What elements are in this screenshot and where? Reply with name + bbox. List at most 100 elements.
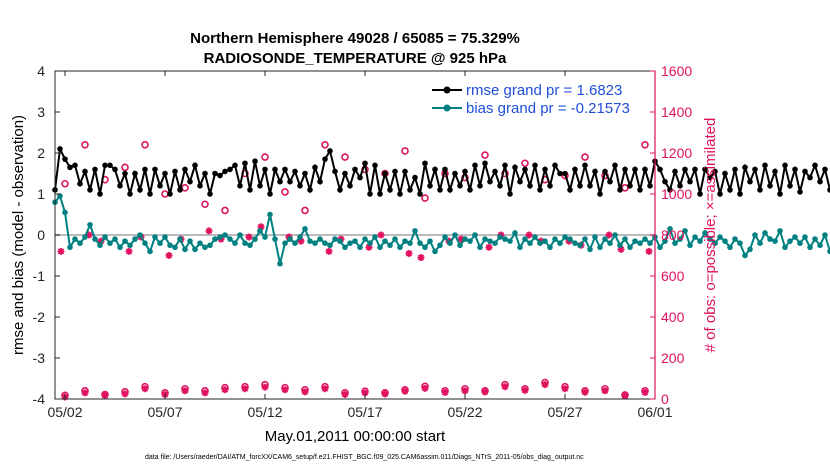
obs-assimilated-point — [485, 243, 493, 251]
obs-possible-point — [621, 184, 629, 192]
bias-point — [717, 234, 723, 240]
left-y-tick-label: 2 — [37, 145, 45, 161]
bias-point — [192, 246, 198, 253]
rmse-point — [547, 183, 553, 189]
bias-point — [657, 244, 663, 251]
rmse-point — [457, 183, 463, 189]
rmse-point — [227, 166, 233, 173]
bias-point — [637, 240, 643, 246]
bias-point — [587, 246, 593, 253]
rmse-point — [767, 183, 773, 189]
left-y-tick-label: 4 — [37, 63, 45, 79]
bias-point — [162, 234, 168, 240]
bias-point — [167, 242, 173, 249]
rmse-point — [292, 168, 298, 175]
obs-assimilated-point-low — [181, 387, 189, 395]
right-y-axis-label: # of obs: o=possible; ×=assimilated — [702, 118, 719, 353]
rmse-point — [337, 187, 343, 193]
bias-point — [307, 238, 313, 244]
right-y-tick-label: 0 — [661, 391, 669, 407]
bias-point — [387, 242, 393, 249]
bias-point — [372, 234, 378, 240]
bias-point — [317, 236, 323, 242]
rmse-point — [302, 170, 308, 177]
bias-point — [792, 234, 798, 240]
bias-point — [537, 240, 543, 246]
bias-point — [702, 230, 708, 236]
bias-point — [592, 234, 598, 240]
bias-point — [332, 236, 338, 242]
rmse-point — [447, 187, 453, 193]
bias-point — [227, 236, 233, 242]
bias-point — [112, 236, 118, 242]
bias-point — [57, 193, 63, 199]
bias-point — [562, 234, 568, 240]
bias-point — [397, 244, 403, 251]
rmse-point — [822, 166, 828, 173]
bias-point — [262, 234, 268, 240]
bias-point — [342, 244, 348, 251]
rmse-point — [817, 178, 823, 185]
x-tick-label: 05/02 — [47, 404, 82, 420]
rmse-point — [697, 191, 703, 197]
obs-assimilated-point — [365, 243, 373, 251]
rmse-point — [552, 162, 558, 169]
rmse-point — [402, 168, 408, 175]
bias-point — [422, 244, 428, 251]
rmse-point — [657, 166, 663, 173]
rmse-point — [497, 183, 503, 189]
bias-point — [297, 234, 303, 240]
rmse-point — [567, 187, 573, 193]
rmse-point — [417, 191, 423, 197]
obs-assimilated-point-low — [281, 386, 289, 394]
rmse-point — [687, 178, 693, 185]
bias-point — [302, 226, 308, 232]
legend-bias-marker — [443, 104, 451, 112]
obs-assimilated-point — [617, 245, 625, 253]
bias-point — [457, 242, 463, 249]
bias-point — [352, 238, 358, 244]
rmse-point — [177, 187, 183, 193]
obs-assimilated-point-low — [341, 390, 349, 398]
right-y-tick-label: 1000 — [661, 186, 692, 202]
rmse-point — [762, 162, 768, 169]
rmse-point — [382, 170, 388, 177]
bias-point — [377, 244, 383, 251]
rmse-point — [467, 187, 473, 193]
obs-assimilated-point — [245, 233, 253, 241]
rmse-point — [162, 170, 168, 177]
rmse-point — [67, 164, 73, 171]
rmse-point — [827, 187, 830, 193]
obs-assimilated-point — [97, 237, 105, 245]
rmse-point — [127, 191, 133, 197]
obs-assimilated-point-low — [541, 381, 549, 389]
rmse-point — [742, 164, 748, 171]
rmse-point — [347, 183, 353, 189]
rmse-point — [232, 162, 238, 169]
rmse-point — [587, 183, 593, 189]
left-y-axis: -4 -3 -2 -1 0 1 2 3 4 — [33, 63, 60, 407]
obs-assimilated-point — [125, 247, 133, 255]
rmse-point — [77, 180, 83, 187]
bias-point — [767, 236, 773, 242]
bias-point — [257, 228, 263, 234]
right-y-tick-label: 1200 — [661, 145, 692, 161]
left-y-tick-label: 1 — [37, 186, 45, 202]
rmse-point — [507, 191, 513, 197]
right-y-tick-label: 400 — [661, 309, 685, 325]
bias-point — [497, 234, 503, 240]
x-tick-label: 05/07 — [147, 404, 182, 420]
bias-point — [712, 240, 718, 246]
x-tick-label: 06/01 — [637, 404, 672, 420]
rmse-point — [102, 162, 108, 169]
bias-point — [67, 244, 73, 251]
rmse-point — [722, 170, 728, 177]
obs-assimilated-point — [297, 237, 305, 245]
obs-possible-point — [261, 153, 269, 161]
obs-assimilated-point-low — [641, 388, 649, 396]
rmse-point — [612, 162, 618, 169]
bias-point — [567, 236, 573, 242]
rmse-point — [662, 178, 668, 185]
obs-assimilated-point-low — [321, 385, 329, 393]
data-file-note: data file: /Users/raeder/DAI/ATM_forcXX/… — [145, 454, 584, 461]
